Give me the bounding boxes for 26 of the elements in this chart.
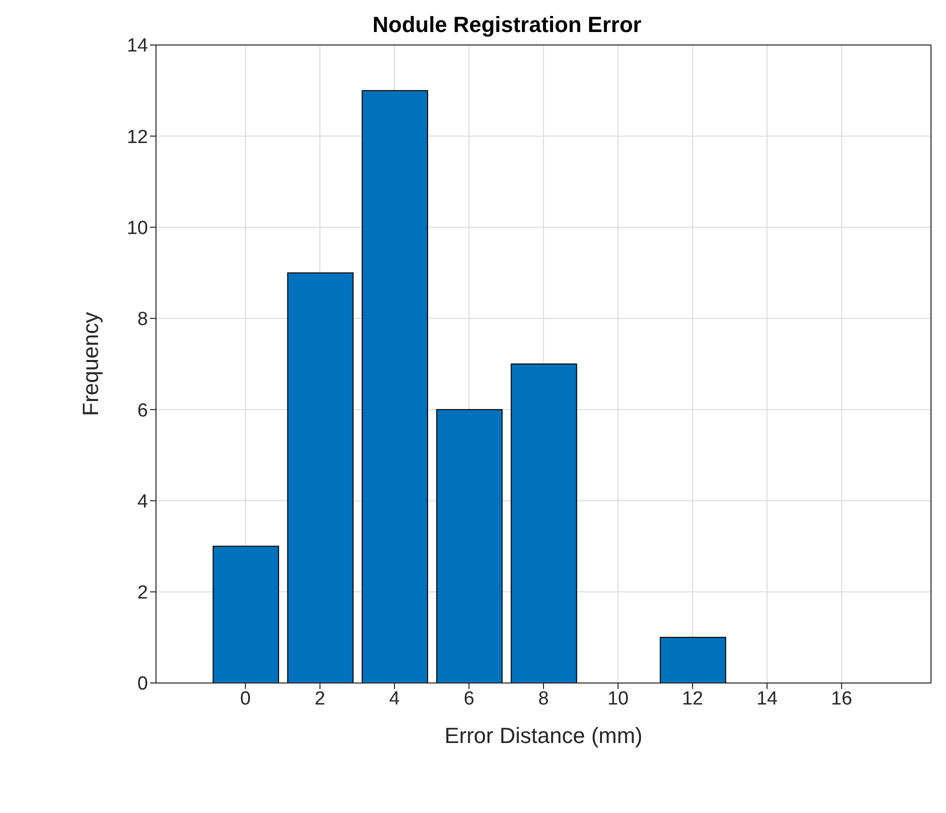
y-tick-label: 10 — [126, 218, 148, 240]
y-tick-label: 14 — [126, 36, 148, 57]
bar — [362, 90, 428, 683]
bar — [436, 409, 503, 683]
y-tick-label: 12 — [126, 126, 148, 148]
bar — [287, 272, 354, 683]
bar — [212, 546, 280, 683]
chart-title: Nodule Registration Error — [372, 12, 642, 37]
y-axis-title: Frequency — [78, 312, 103, 416]
x-tick-label: 4 — [389, 688, 400, 710]
bar — [660, 636, 726, 683]
x-tick-label: 8 — [538, 688, 549, 710]
x-tick-label: 6 — [464, 688, 474, 710]
x-tick-label: 14 — [756, 688, 778, 710]
x-tick-label: 12 — [682, 688, 704, 710]
x-axis-title: Error Distance (mm) — [444, 723, 643, 748]
y-tick-label: 0 — [137, 674, 148, 695]
x-tick-label: 16 — [831, 688, 852, 710]
x-tick-label: 10 — [607, 688, 629, 710]
bar — [510, 364, 578, 683]
y-tick-label: 4 — [137, 491, 148, 512]
y-tick-label: 2 — [137, 582, 148, 604]
x-tick-label: 2 — [314, 688, 326, 710]
y-tick-label: 8 — [137, 309, 148, 330]
y-tick-label: 6 — [137, 400, 148, 422]
x-tick-label: 0 — [240, 688, 251, 710]
